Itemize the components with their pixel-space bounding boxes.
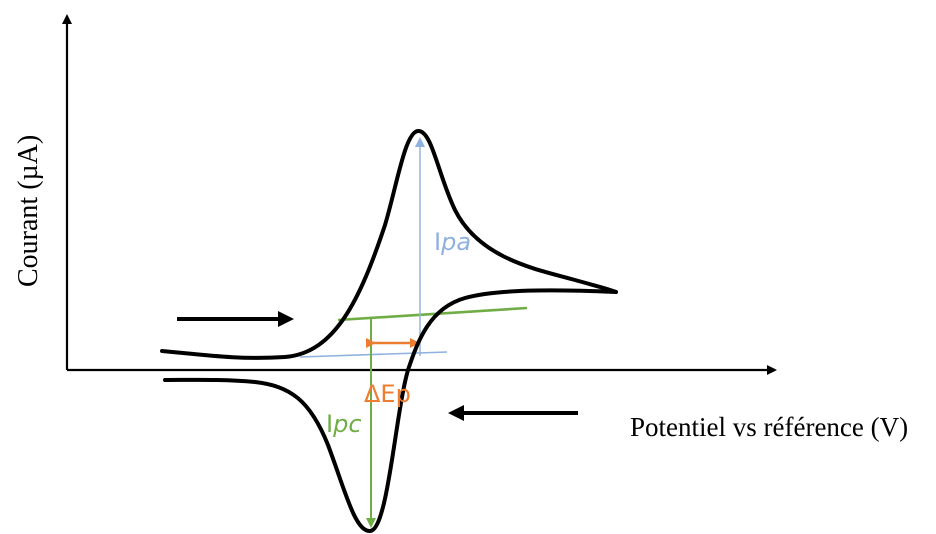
y-axis-label: Courant (µA) [13, 135, 44, 287]
delta-ep-label: ΔEp [364, 380, 411, 408]
anodic-baseline [299, 351, 448, 358]
reverse-scan-arrow-icon [448, 405, 578, 421]
ipc-label: Ipc [326, 410, 362, 438]
ipa-label: Ipa [434, 228, 471, 256]
x-axis-label: Potentiel vs référence (V) [630, 412, 908, 442]
cathodic-baseline [337, 306, 528, 322]
forward-scan-curve [160, 129, 618, 360]
reverse-scan-curve [163, 288, 618, 533]
forward-scan-arrow-icon [177, 311, 294, 327]
